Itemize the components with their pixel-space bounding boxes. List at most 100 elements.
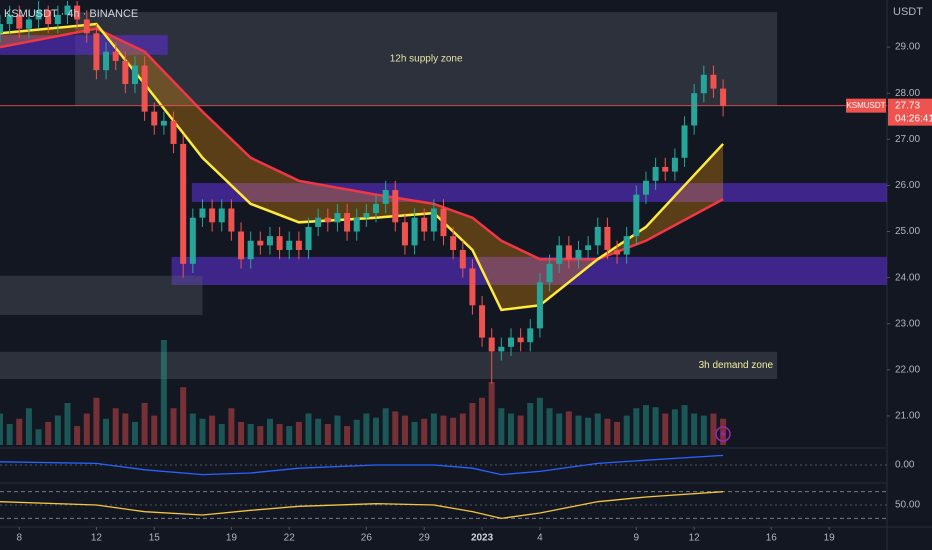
volume-bar xyxy=(170,408,177,445)
candle-body xyxy=(469,268,476,306)
volume-bar xyxy=(112,408,119,445)
volume-bar xyxy=(35,429,42,445)
alert-icon-bolt xyxy=(720,429,726,439)
x-tick-label: 2023 xyxy=(471,533,494,544)
candle-body xyxy=(536,282,543,329)
volume-bar xyxy=(623,415,630,445)
volume-bar xyxy=(353,419,360,445)
volume-bar xyxy=(83,413,90,445)
volume-bar xyxy=(74,426,81,445)
candle-body xyxy=(334,213,341,223)
volume-bar xyxy=(575,415,582,445)
volume-bar xyxy=(382,408,389,445)
candle-body xyxy=(585,245,592,250)
candle-body xyxy=(662,166,669,172)
candle-body xyxy=(25,19,32,29)
volume-bar xyxy=(498,408,505,445)
symbol-label: KSMUSDT xyxy=(846,101,885,110)
candle-body xyxy=(623,236,630,255)
volume-bar xyxy=(45,421,52,445)
volume-bar xyxy=(295,421,302,445)
alert-icon[interactable] xyxy=(715,426,731,442)
volume-bar xyxy=(662,413,669,445)
candle-body xyxy=(642,180,649,195)
candle-body xyxy=(633,194,640,237)
volume-bar xyxy=(93,397,100,445)
volume-bar xyxy=(556,413,563,445)
candle-body xyxy=(691,93,698,126)
symbol-tag xyxy=(846,98,886,113)
zone-label: 12h supply zone xyxy=(390,54,463,65)
plot: 12h supply zone 3h demand zone xyxy=(0,1,888,519)
zone xyxy=(0,275,203,315)
ribbon-fill xyxy=(0,24,724,310)
candle-body xyxy=(440,208,447,237)
y-tick-label: 26.00 xyxy=(895,180,920,191)
volume-bar xyxy=(344,426,351,445)
volume-bar xyxy=(440,415,447,445)
volume-bar xyxy=(488,382,495,445)
volume-bar xyxy=(614,421,621,445)
volume-bar xyxy=(247,424,254,445)
candle-body xyxy=(45,10,52,25)
candle-body xyxy=(0,24,3,34)
volume-bar xyxy=(401,415,408,445)
volume-bar xyxy=(459,413,466,445)
x-tick-label: 9 xyxy=(634,533,640,544)
candle-body xyxy=(131,65,138,84)
candle-body xyxy=(681,125,688,158)
price-tag xyxy=(888,98,932,126)
volume-bar xyxy=(160,340,167,445)
candle-body xyxy=(344,213,351,232)
volume-bar xyxy=(633,408,640,445)
volume-bar xyxy=(652,407,659,445)
volume-bar xyxy=(700,415,707,445)
candle-body xyxy=(479,305,486,338)
candle-body xyxy=(700,74,707,94)
volume-bar xyxy=(218,424,225,445)
candle-body xyxy=(517,337,524,343)
chart-title: KSMUSDT · 4h · BINANCE xyxy=(4,8,138,20)
candle-body xyxy=(401,222,408,246)
candle-body xyxy=(546,263,553,283)
x-tick-label: 26 xyxy=(361,533,373,544)
candle-body xyxy=(604,226,611,250)
candle-body xyxy=(373,203,380,214)
candle-body xyxy=(112,51,119,61)
candle-body xyxy=(35,10,42,20)
pane-tick-label: 0.00 xyxy=(895,460,915,471)
volume-bar xyxy=(430,413,437,445)
volume-bar xyxy=(131,421,138,445)
candle-body xyxy=(652,166,659,181)
volume-bar xyxy=(180,387,187,445)
x-tick-label: 8 xyxy=(17,533,23,544)
volume-bar xyxy=(315,418,322,445)
volume-bar xyxy=(122,413,129,445)
volume-bar xyxy=(546,408,553,445)
candle-body xyxy=(450,236,457,250)
volume-bar xyxy=(411,421,418,445)
x-tick-label: 19 xyxy=(824,533,836,544)
volume-bar xyxy=(671,409,678,445)
candle-body xyxy=(257,240,264,246)
volume-bar xyxy=(54,415,61,445)
countdown-label: 04:26:41 xyxy=(895,113,932,124)
candle-body xyxy=(671,157,678,172)
volume-bar xyxy=(479,397,486,445)
volume-bar xyxy=(642,405,649,445)
candle-body xyxy=(421,217,428,232)
candle-body xyxy=(305,226,312,250)
volume-bar xyxy=(305,413,312,445)
volume-bar xyxy=(141,403,148,445)
candle-body xyxy=(6,14,13,25)
candle-body xyxy=(286,240,293,250)
candle-body xyxy=(180,143,187,264)
macd-line xyxy=(0,454,724,476)
y-tick-label: 28.00 xyxy=(895,88,920,99)
candle-body xyxy=(228,208,235,232)
volume-bar xyxy=(276,424,283,445)
x-tick-label: 19 xyxy=(226,533,238,544)
candle-body xyxy=(459,249,466,269)
